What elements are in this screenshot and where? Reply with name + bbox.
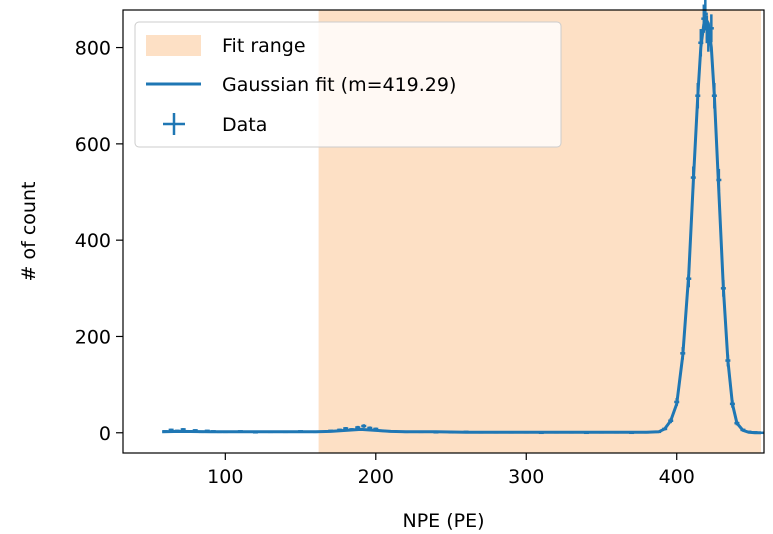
- y-tick-label: 0: [99, 423, 111, 445]
- legend-data-swatch: [163, 113, 185, 135]
- data-point: [361, 424, 367, 428]
- legend-box: [134, 21, 562, 148]
- y-axis-label: # of count: [18, 182, 40, 282]
- x-tick-label: 200: [358, 466, 394, 488]
- legend: Fit range Gaussian fit (m=419.29) Data: [134, 21, 562, 148]
- x-axis: 100 200 300 400: [207, 453, 695, 488]
- x-tick-label: 100: [207, 466, 243, 488]
- gaussian-fit-line: [162, 17, 761, 435]
- x-tick-label: 400: [659, 466, 695, 488]
- y-tick-label: 600: [75, 134, 111, 156]
- y-tick-label: 800: [75, 38, 111, 60]
- y-tick-label: 200: [75, 326, 111, 348]
- x-tick-label: 300: [508, 466, 544, 488]
- plot-frame: [122, 9, 765, 454]
- y-axis: 0 200 400 600 800: [75, 38, 123, 445]
- legend-label-data: Data: [222, 114, 267, 136]
- legend-fit-range-swatch: [146, 35, 201, 56]
- legend-label-fit-range: Fit range: [222, 35, 306, 57]
- legend-label-gaussian-fit: Gaussian fit (m=419.29): [222, 74, 456, 96]
- x-axis-label: NPE (PE): [402, 510, 484, 532]
- y-tick-label: 400: [75, 230, 111, 252]
